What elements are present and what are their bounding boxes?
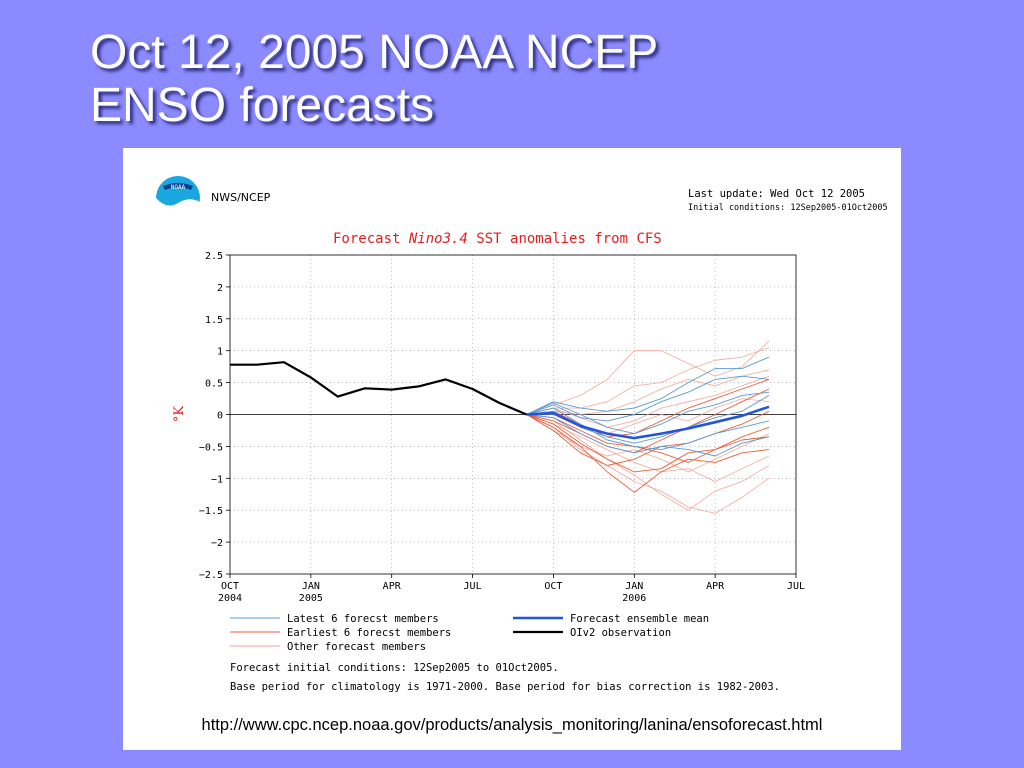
legend-label: Latest 6 forecst members	[287, 613, 439, 625]
x-tick-label: JUL	[787, 581, 805, 592]
x-tick-label: OCT	[544, 581, 562, 592]
x-tick-year-label: 2004	[218, 593, 242, 604]
chart-title-prefix: Forecast	[333, 231, 409, 247]
x-tick-label: JAN	[302, 581, 320, 592]
series-line-earliest	[526, 414, 770, 493]
last-update: Last update: Wed Oct 12 2005	[688, 188, 865, 200]
y-tick-label: −1	[211, 474, 223, 485]
x-tick-label: JUL	[464, 581, 482, 592]
legend-label: Earliest 6 forecst members	[287, 627, 451, 639]
y-tick-label: −0.5	[199, 442, 223, 453]
series-line-latest	[526, 407, 770, 451]
series-line-latest	[526, 375, 770, 422]
series-layer	[230, 340, 770, 514]
agency-label: NWS/NCEP	[211, 191, 271, 204]
y-tick-label: −2	[211, 538, 223, 549]
y-tick-label: 0.5	[205, 379, 223, 390]
series-line-observation	[230, 361, 527, 416]
series-line-other	[526, 375, 770, 428]
footnote-2: Base period for climatology is 1971-2000…	[230, 681, 780, 693]
source-link[interactable]: http://www.cpc.ncep.noaa.gov/products/an…	[201, 716, 823, 734]
grid	[230, 255, 796, 574]
logo-text: NOAA	[171, 184, 186, 191]
initial-conditions: Initial conditions: 12Sep2005-01Oct2005	[688, 203, 888, 213]
chart-title-suffix: SST anomalies from CFS	[468, 231, 662, 247]
y-tick-label: 1	[217, 347, 223, 358]
chart-svg: NOAA NWS/NCEP Last update: Wed Oct 12 20…	[156, 176, 888, 693]
series-line-latest	[526, 356, 770, 415]
chart-figure: NOAA NWS/NCEP Last update: Wed Oct 12 20…	[123, 148, 901, 750]
chart-title-italic: Nino3.4	[408, 231, 468, 247]
legend-label: Forecast ensemble mean	[570, 613, 709, 625]
x-tick-label: OCT	[221, 581, 239, 592]
series-line-earliest	[526, 378, 770, 438]
series-line-earliest	[526, 410, 770, 466]
x-tick-year-label: 2005	[299, 593, 323, 604]
slide-title: Oct 12, 2005 NOAA NCEP ENSO forecasts	[90, 26, 658, 132]
legend-label: OIv2 observation	[570, 627, 671, 639]
y-tick-label: −1.5	[199, 506, 223, 517]
noaa-logo-icon: NOAA	[156, 176, 200, 224]
x-tick-year-label: 2006	[622, 593, 646, 604]
y-tick-label: 0	[217, 411, 223, 422]
legend-label: Other forecast members	[287, 641, 426, 653]
series-line-other	[526, 340, 770, 415]
series-line-latest	[526, 414, 770, 457]
x-tick-label: APR	[383, 581, 402, 592]
series-line-other	[526, 347, 770, 415]
chart-title: Forecast Nino3.4 SST anomalies from CFS	[333, 231, 662, 247]
y-tick-label: −2.5	[199, 570, 223, 581]
slide-title-line1: Oct 12, 2005 NOAA NCEP	[90, 26, 659, 79]
series-line-mean	[526, 405, 770, 440]
legend: Latest 6 forecst members Earliest 6 forec…	[230, 613, 709, 653]
x-tick-label: JAN	[625, 581, 643, 592]
series-line-earliest	[526, 388, 770, 454]
axes: 2.521.510.50−0.5−1−1.5−2−2.5OCT2004JAN20…	[199, 251, 805, 604]
slide-title-line2: ENSO forecasts	[90, 79, 435, 132]
series-line-other	[526, 414, 770, 473]
series-line-latest	[526, 391, 770, 435]
series-line-other	[526, 414, 770, 482]
y-tick-label: 1.5	[205, 315, 223, 326]
footnote-1: Forecast initial conditions: 12Sep2005 t…	[230, 662, 559, 674]
y-tick-label: 2	[217, 283, 223, 294]
series-line-earliest	[526, 414, 770, 473]
y-tick-label: 2.5	[205, 251, 223, 262]
y-axis-label: °K	[172, 406, 187, 423]
x-tick-label: APR	[706, 581, 725, 592]
